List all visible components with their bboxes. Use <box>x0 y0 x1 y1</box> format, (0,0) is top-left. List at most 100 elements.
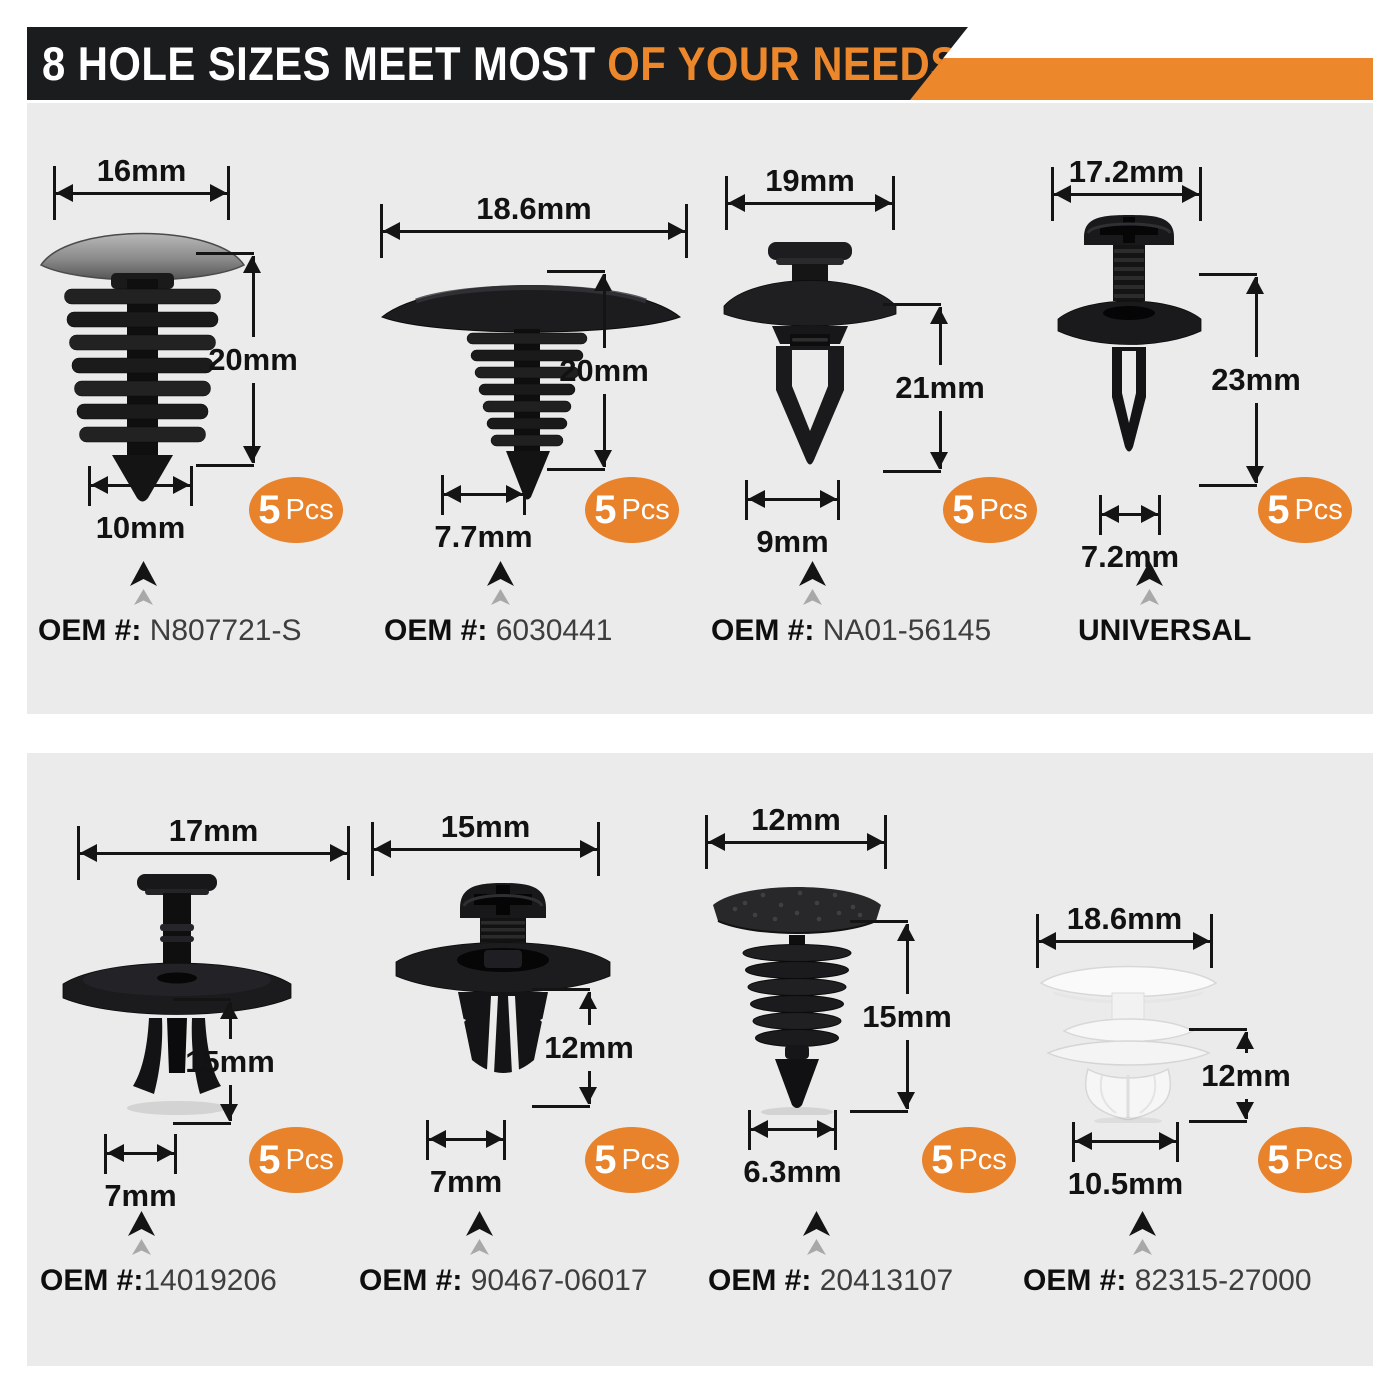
insert-direction-indicator <box>799 561 826 605</box>
dim-arrowhead-left <box>1075 1132 1092 1150</box>
dim-line <box>251 256 255 337</box>
pcs-unit: Pcs <box>1294 1143 1343 1176</box>
oem-value: NA01-56145 <box>814 614 992 647</box>
up-arrow-icon-gray <box>1133 1239 1152 1255</box>
bottom-width-dimension: 10mm <box>88 466 193 545</box>
pcs-unit: Pcs <box>1294 493 1343 526</box>
up-arrow-icon-gray <box>807 1239 826 1255</box>
dim-line <box>228 1084 232 1121</box>
dim-arrowhead-down <box>1236 1102 1254 1119</box>
dim-arrowhead-right <box>580 840 597 858</box>
height-dimension: 21mm <box>875 303 1005 473</box>
bottom-width-label: 7.2mm <box>1080 539 1180 574</box>
dim-arrowhead-left <box>429 1130 446 1148</box>
pcs-count: 5 <box>594 487 617 532</box>
dim-arrowhead-up <box>1246 277 1264 294</box>
dim-arrowhead-right <box>668 222 685 240</box>
dim-arrowhead-right <box>867 833 884 851</box>
dim-line <box>382 230 686 233</box>
dim-line <box>1074 1140 1177 1143</box>
insert-direction-indicator <box>803 1211 830 1255</box>
clip-illustration-textured-head-fir <box>713 887 881 1115</box>
height-label: 20mm <box>559 352 649 388</box>
dim-arrowhead-up <box>1236 1032 1254 1049</box>
dim-arrowhead-right <box>1159 1132 1176 1150</box>
pcs-unit: Pcs <box>285 493 334 526</box>
up-arrow-icon <box>128 1211 155 1236</box>
oem-label: OEM #: 20413107 <box>708 1264 953 1298</box>
dim-arrowhead-right <box>210 184 227 202</box>
dim-arrowhead-left <box>383 222 400 240</box>
dim-line <box>1254 403 1258 483</box>
dim-arrowhead-up <box>243 256 261 273</box>
dim-line <box>428 1138 504 1141</box>
dim-arrowhead-left <box>748 490 765 508</box>
height-label: 15mm <box>862 998 952 1034</box>
pcs-unit: Pcs <box>979 493 1028 526</box>
top-width-dimension: 17.2mm <box>1051 154 1202 221</box>
dim-arrowhead-right <box>820 490 837 508</box>
clip-illustration-screw-washer <box>395 883 611 1074</box>
dim-arrowhead-right <box>1182 185 1199 203</box>
height-dimension: 12mm <box>1181 1028 1311 1123</box>
dim-arrowhead-right <box>330 844 347 862</box>
clip-card-1: 16mm <box>27 103 363 714</box>
oem-value: UNIVERSAL <box>1078 614 1252 647</box>
dim-line <box>443 493 524 496</box>
pcs-unit: Pcs <box>621 493 670 526</box>
top-width-label: 12mm <box>751 802 841 838</box>
height-dimension: 12mm <box>524 988 654 1108</box>
clip-illustration-pin-rivet <box>62 874 292 1115</box>
clip-card-8: 18.6mm 12mm <box>1023 753 1372 1366</box>
top-width-dimension: 18.6mm <box>1036 901 1213 968</box>
dim-line <box>55 192 228 195</box>
top-width-label: 17mm <box>168 813 259 849</box>
clip-card-2: 18.6mm <box>363 103 699 714</box>
dim-arrowhead-down <box>579 1087 597 1104</box>
oem-value: 14019206 <box>143 1264 277 1297</box>
top-width-label: 18.6mm <box>1066 901 1183 937</box>
pcs-badge: 5 Pcs <box>249 1127 343 1193</box>
height-label: 15mm <box>185 1043 275 1079</box>
height-dimension: 15mm <box>165 998 295 1125</box>
dim-line <box>905 1039 909 1109</box>
dim-arrowhead-left <box>1102 505 1119 523</box>
dim-line <box>938 411 942 469</box>
oem-prefix: OEM #: <box>359 1264 463 1297</box>
oem-prefix: OEM #: <box>1023 1264 1127 1297</box>
bottom-width-label: 10mm <box>95 510 186 545</box>
clip-card-5: 17mm <box>27 753 363 1366</box>
dim-line <box>106 1152 175 1155</box>
pcs-count: 5 <box>931 1137 954 1182</box>
insert-direction-indicator <box>1129 1211 1156 1255</box>
dim-arrowhead-left <box>91 476 108 494</box>
dim-line <box>602 393 606 467</box>
bottom-width-label: 7mm <box>104 1178 177 1213</box>
dim-arrowhead-up <box>897 924 915 941</box>
up-arrow-icon <box>803 1211 830 1236</box>
oem-value: 6030441 <box>487 614 613 647</box>
oem-label: OEM #:14019206 <box>40 1264 277 1298</box>
height-dimension: 15mm <box>842 920 972 1113</box>
pcs-badge: 5 Pcs <box>943 477 1037 543</box>
height-label: 12mm <box>544 1030 634 1066</box>
dim-arrowhead-down <box>897 1092 915 1109</box>
up-arrow-icon <box>130 561 157 586</box>
top-width-label: 17.2mm <box>1068 154 1185 190</box>
dim-arrowhead-right <box>157 1144 174 1162</box>
oem-value: 90467-06017 <box>462 1264 648 1297</box>
dim-arrowhead-right <box>1193 932 1210 950</box>
clip-card-7: 12mm <box>700 753 1036 1366</box>
top-width-dimension: 12mm <box>705 802 887 869</box>
dim-arrowhead-down <box>243 446 261 463</box>
clip-illustration-fir-tree-flat <box>380 285 682 500</box>
oem-value: 20413107 <box>811 1264 954 1297</box>
dim-line <box>373 848 598 851</box>
pcs-badge: 5 Pcs <box>1258 477 1352 543</box>
pcs-count: 5 <box>258 1137 281 1182</box>
pcs-count: 5 <box>258 487 281 532</box>
dim-line <box>750 1128 835 1131</box>
oem-value: N807721-S <box>141 614 302 647</box>
pcs-unit: Pcs <box>285 1143 334 1176</box>
